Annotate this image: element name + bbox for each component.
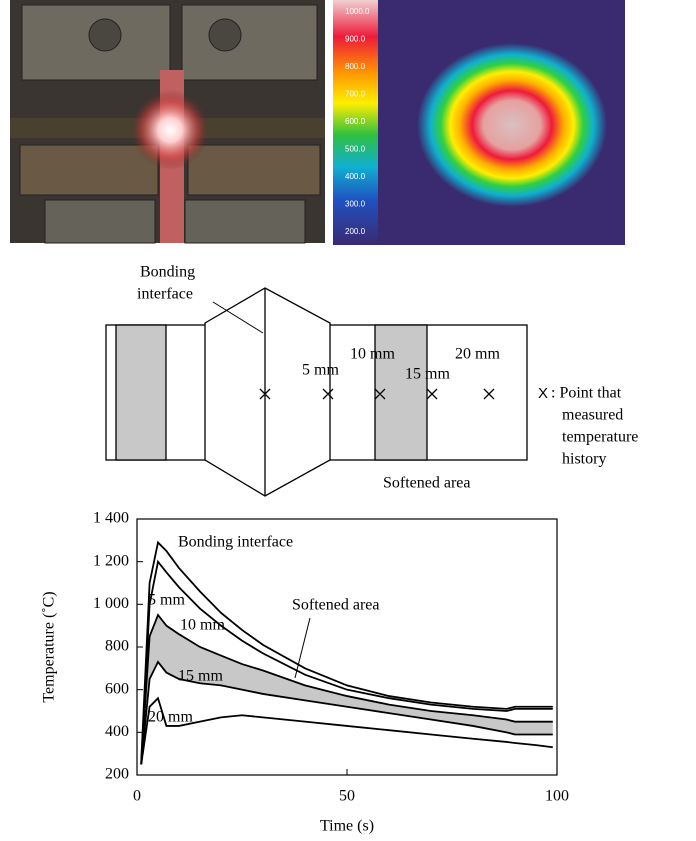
scale-label: 800.0 [345, 62, 366, 71]
diagram-label: interface [137, 286, 193, 303]
legend-text: : Point that [551, 385, 622, 402]
photo [10, 0, 325, 243]
scale-label: 500.0 [345, 145, 366, 154]
figure: 1000.0 900.0 800.0 700.0 600.0 500.0 400.0 300.… [0, 0, 696, 841]
x-axis-label: Time (s) [320, 818, 374, 835]
scale-label: 200.0 [345, 227, 366, 236]
y-tick-label: 1 000 [93, 595, 129, 612]
scale-label: 900.0 [345, 35, 366, 44]
diagram-label: 15 mm [405, 366, 450, 383]
y-tick-label: 400 [105, 723, 129, 740]
scale-label: 300.0 [345, 200, 366, 209]
series-label: Bonding interface [178, 534, 293, 551]
diagram-label: Bonding [140, 264, 195, 281]
scale-label: 700.0 [345, 90, 366, 99]
annotation: Softened area [292, 597, 380, 614]
diagram-label: 20 mm [455, 346, 500, 363]
legend-text: temperature [562, 429, 638, 446]
page: 1000.0 900.0 800.0 700.0 600.0 500.0 400.0 300.… [0, 0, 696, 841]
specimen-diagram [106, 288, 527, 496]
legend-text: history [562, 451, 606, 468]
y-tick-label: 1 200 [93, 552, 129, 569]
x-tick-label: 50 [339, 788, 355, 805]
chart: 200 400 600 800 1 000 1 200 1 400 0 50 100 Time (s… [41, 510, 569, 835]
series-label: 15 mm [178, 668, 223, 685]
x-tick-label: 100 [545, 788, 569, 805]
legend-text: measured [562, 407, 623, 424]
series-label: 5 mm [148, 592, 185, 609]
legend-symbol: X [538, 385, 548, 402]
y-tick-label: 600 [105, 680, 129, 697]
scale-label: 600.0 [345, 117, 366, 126]
x-tick-label: 0 [133, 788, 141, 805]
scale-label: 1000.0 [345, 7, 370, 16]
thermal-image [333, 0, 625, 245]
y-tick-label: 200 [105, 766, 129, 783]
series-label: 20 mm [148, 709, 193, 726]
diagram-label: 10 mm [350, 346, 395, 363]
diagram-label: Softened area [383, 475, 471, 492]
y-tick-label: 800 [105, 638, 129, 655]
y-axis-label: Temperature (˚C) [41, 591, 58, 702]
scale-label: 400.0 [345, 172, 366, 181]
series-label: 10 mm [180, 617, 225, 634]
y-tick-label: 1 400 [93, 510, 129, 527]
diagram-label: 5 mm [302, 362, 339, 379]
